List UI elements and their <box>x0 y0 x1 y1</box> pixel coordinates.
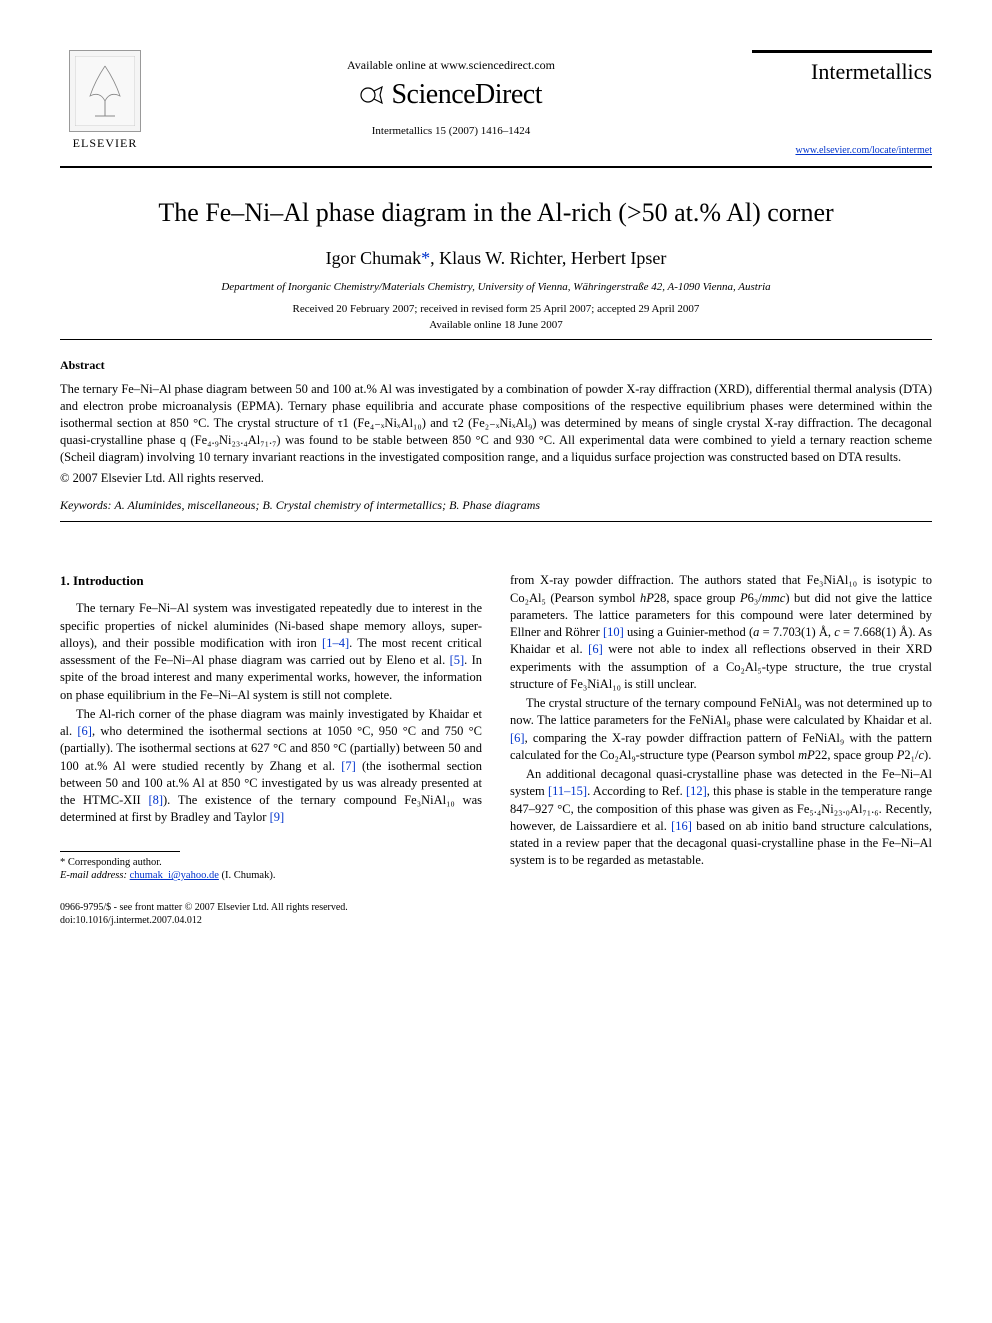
corresponding-author-note: * Corresponding author. <box>60 856 482 870</box>
journal-title-block: Intermetallics www.elsevier.com/locate/i… <box>752 50 932 156</box>
header-row: ELSEVIER Available online at www.science… <box>60 50 932 156</box>
citation-link[interactable]: [5] <box>450 653 465 667</box>
email-author-name: (I. Chumak). <box>222 870 276 881</box>
author-email-link[interactable]: chumak_i@yahoo.de <box>130 870 219 881</box>
footnote-block: * Corresponding author. E-mail address: … <box>60 856 482 883</box>
citation-link[interactable]: [6] <box>510 731 525 745</box>
corresponding-author-marker: * <box>421 248 430 268</box>
citation-link[interactable]: [6] <box>77 724 92 738</box>
divider-pre-abstract <box>60 339 932 340</box>
copyright-line: © 2007 Elsevier Ltd. All rights reserved… <box>60 471 932 486</box>
elsevier-tree-logo <box>69 50 141 132</box>
publisher-block: ELSEVIER <box>60 50 150 151</box>
paragraph: The Al-rich corner of the phase diagram … <box>60 706 482 827</box>
journal-reference: Intermetallics 15 (2007) 1416–1424 <box>150 125 752 137</box>
article-dates-line2: Available online 18 June 2007 <box>60 319 932 331</box>
journal-title: Intermetallics <box>752 50 932 85</box>
paragraph: from X-ray powder diffraction. The autho… <box>510 572 932 693</box>
section-heading-introduction: 1. Introduction <box>60 572 482 590</box>
body-columns: 1. Introduction The ternary Fe–Ni–Al sys… <box>60 572 932 882</box>
article-title: The Fe–Ni–Al phase diagram in the Al-ric… <box>60 198 932 228</box>
column-left: 1. Introduction The ternary Fe–Ni–Al sys… <box>60 572 482 882</box>
affiliation: Department of Inorganic Chemistry/Materi… <box>60 281 932 293</box>
publisher-name: ELSEVIER <box>73 136 138 151</box>
citation-link[interactable]: [6] <box>588 642 603 656</box>
page-container: ELSEVIER Available online at www.science… <box>0 0 992 977</box>
keywords-label: Keywords: <box>60 498 112 512</box>
citation-link[interactable]: [1–4] <box>322 636 349 650</box>
header-center: Available online at www.sciencedirect.co… <box>150 50 752 137</box>
paragraph: An additional decagonal quasi-crystallin… <box>510 766 932 870</box>
citation-link[interactable]: [9] <box>270 810 285 824</box>
article-dates-line1: Received 20 February 2007; received in r… <box>60 303 932 315</box>
citation-link[interactable]: [10] <box>603 625 624 639</box>
column-right: from X-ray powder diffraction. The autho… <box>510 572 932 882</box>
paragraph: The crystal structure of the ternary com… <box>510 695 932 764</box>
citation-link[interactable]: [7] <box>341 759 356 773</box>
divider-top <box>60 166 932 168</box>
keywords-line: Keywords: A. Aluminides, miscellaneous; … <box>60 498 932 513</box>
bottom-publication-info: 0966-9795/$ - see front matter © 2007 El… <box>60 901 932 927</box>
citation-link[interactable]: [12] <box>686 784 707 798</box>
issn-line: 0966-9795/$ - see front matter © 2007 El… <box>60 901 932 914</box>
author-list: Igor Chumak*, Klaus W. Richter, Herbert … <box>60 248 932 269</box>
divider-post-abstract <box>60 521 932 522</box>
journal-homepage-link[interactable]: www.elsevier.com/locate/intermet <box>752 145 932 156</box>
abstract-text: The ternary Fe–Ni–Al phase diagram betwe… <box>60 381 932 465</box>
sciencedirect-text: ScienceDirect <box>391 79 542 110</box>
sciencedirect-icon <box>360 84 392 110</box>
email-line: E-mail address: chumak_i@yahoo.de (I. Ch… <box>60 869 482 883</box>
abstract-heading: Abstract <box>60 358 932 373</box>
citation-link[interactable]: [8] <box>148 793 163 807</box>
sciencedirect-brand: ScienceDirect <box>150 79 752 111</box>
email-label: E-mail address: <box>60 870 127 881</box>
footnote-divider <box>60 851 180 852</box>
keywords-values: A. Aluminides, miscellaneous; B. Crystal… <box>114 498 540 512</box>
paragraph: The ternary Fe–Ni–Al system was investig… <box>60 600 482 704</box>
citation-link[interactable]: [16] <box>671 819 692 833</box>
citation-link[interactable]: [11–15] <box>548 784 587 798</box>
available-online-text: Available online at www.sciencedirect.co… <box>150 58 752 73</box>
doi-line: doi:10.1016/j.intermet.2007.04.012 <box>60 914 932 927</box>
